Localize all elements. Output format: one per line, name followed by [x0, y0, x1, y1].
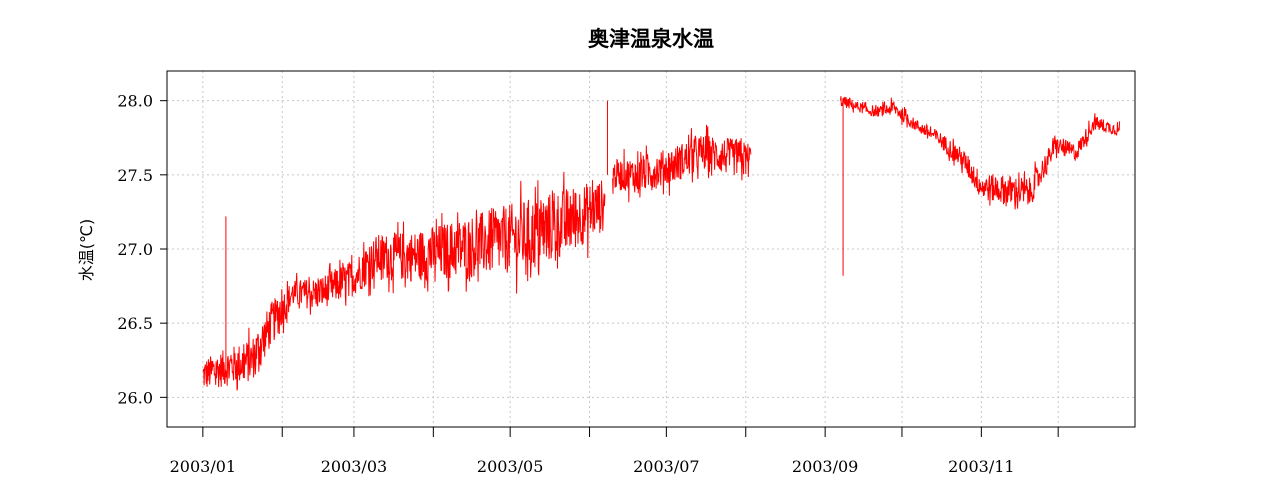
- series-line-1: [202, 171, 606, 391]
- y-axis: 26.0 26.5 27.0 27.5 28.0: [117, 92, 167, 407]
- series-line-2: [612, 124, 752, 203]
- chart-title: 奥津温泉水温: [588, 27, 714, 51]
- series-line-3: [840, 96, 1121, 210]
- grid: [167, 71, 1135, 427]
- x-tick-label: 2003/07: [633, 457, 699, 476]
- y-tick-label: 28.0: [117, 92, 153, 111]
- y-tick-label: 27.5: [117, 166, 153, 185]
- y-tick-label: 27.0: [117, 240, 153, 259]
- x-tick-label: 2003/03: [321, 457, 387, 476]
- data-series: [202, 96, 1121, 391]
- y-axis-label: 水温(℃): [77, 219, 96, 281]
- x-tick-label: 2003/05: [477, 457, 543, 476]
- y-tick-label: 26.5: [117, 314, 153, 333]
- x-tick-label: 2003/11: [948, 457, 1014, 476]
- y-tick-label: 26.0: [117, 388, 153, 407]
- x-axis: 2003/01 2003/03 2003/05 2003/07 2003/09 2003/…: [170, 427, 1059, 476]
- x-tick-label: 2003/01: [170, 457, 236, 476]
- x-tick-label: 2003/09: [792, 457, 858, 476]
